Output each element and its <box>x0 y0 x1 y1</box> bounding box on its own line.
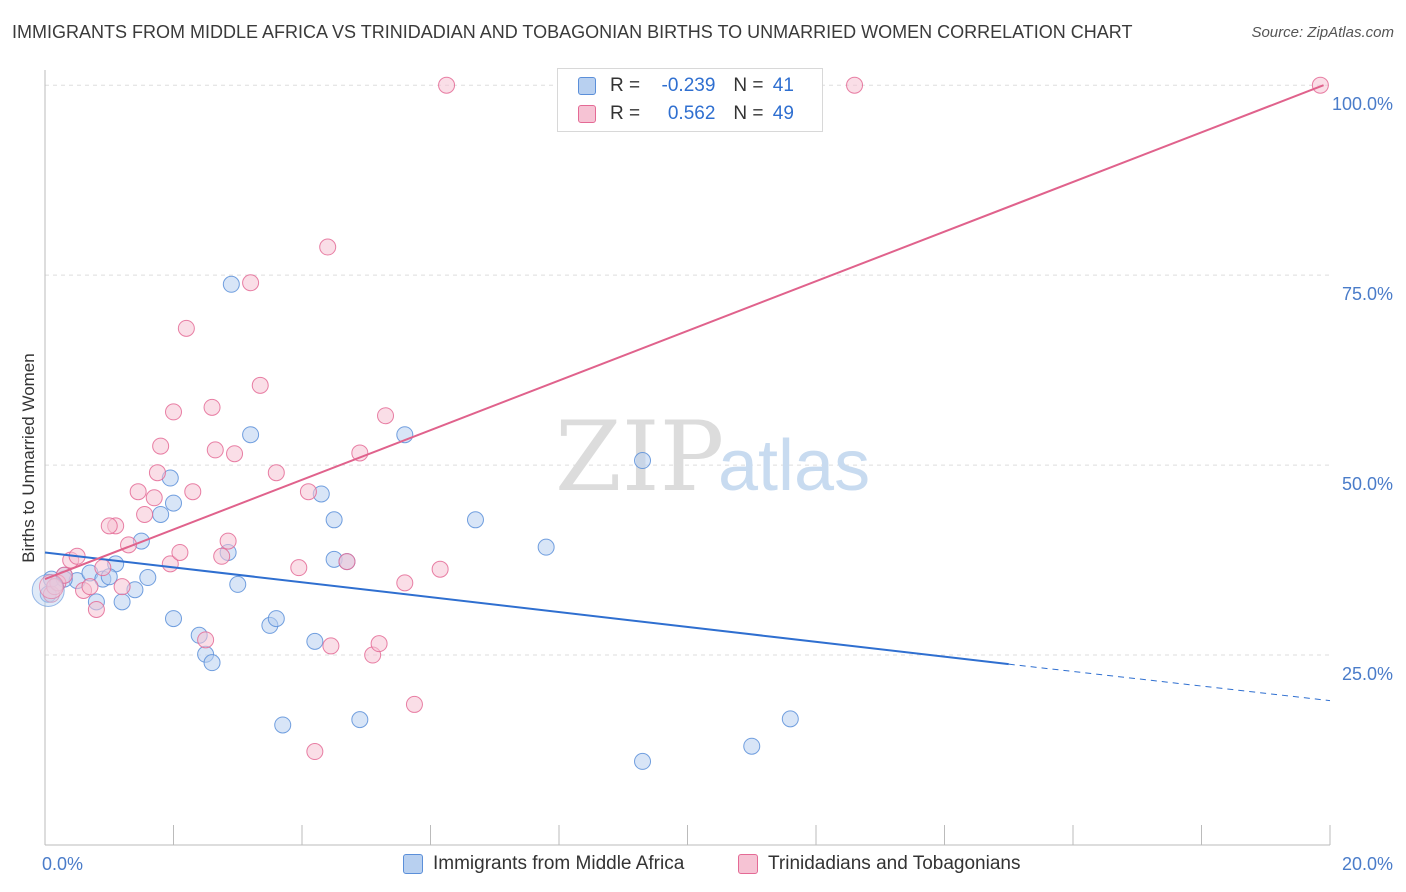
trend-lines <box>44 84 1331 702</box>
blue-data-point <box>274 716 292 734</box>
blue-data-point <box>165 494 182 512</box>
pink-data-point <box>136 505 154 523</box>
watermark: ZIP atlas <box>555 401 870 513</box>
pink-data-point <box>219 532 237 550</box>
pink-data-point <box>1311 76 1329 94</box>
pink-data-point <box>299 483 317 501</box>
n-value: 49 <box>772 103 794 124</box>
r-label: R = <box>610 103 641 124</box>
pink-data-point <box>322 637 340 655</box>
pink-data-point <box>405 695 423 713</box>
series2-label: Trinidadians and Tobagonians <box>768 853 1021 874</box>
bottom-legend-series1: Immigrants from Middle Africa <box>403 850 684 878</box>
r-value: -0.239 <box>661 75 716 96</box>
pink-data-point <box>38 574 64 600</box>
blue-data-point <box>466 511 484 529</box>
blue-data-point <box>743 737 761 755</box>
n-value: 41 <box>772 75 794 96</box>
pink-data-point <box>87 600 105 618</box>
pink-data-point <box>370 635 388 653</box>
blue-data-point <box>222 275 240 293</box>
pink-data-point <box>431 560 449 578</box>
pink-data-point <box>206 441 224 459</box>
n-label: N = <box>733 103 764 124</box>
y-axis-label: Births to Unmarried Women <box>19 353 38 562</box>
pink-data-point <box>165 403 182 421</box>
pink-data-point <box>129 483 147 501</box>
blue-data-point <box>351 711 369 729</box>
pink-data-point <box>81 578 99 596</box>
r-value: 0.562 <box>667 103 716 124</box>
blue-data-point <box>306 632 324 650</box>
y-tick-label: 25.0% <box>1342 664 1393 684</box>
pink-data-point <box>148 464 166 482</box>
pink-data-point <box>846 76 864 94</box>
pink-data-point <box>197 631 215 649</box>
pink-data-point <box>251 376 269 394</box>
blue-data-point <box>634 452 652 470</box>
pink-data-point <box>184 483 202 501</box>
blue-data-point <box>537 538 555 556</box>
blue-trend-line <box>44 551 1009 666</box>
pink-data-point <box>94 559 112 577</box>
blue-data-point <box>781 710 799 728</box>
pink-data-point <box>177 319 195 337</box>
series1-label: Immigrants from Middle Africa <box>433 853 685 874</box>
blue-data-point <box>242 426 260 444</box>
blue-data-point <box>634 752 652 770</box>
y-tick-label: 75.0% <box>1342 284 1393 304</box>
pink-swatch <box>738 854 758 874</box>
pink-data-point <box>267 464 285 482</box>
x-tick-label-min: 0.0% <box>42 854 83 874</box>
blue-data-point <box>325 511 343 529</box>
blue-data-point <box>152 505 170 523</box>
pink-data-point <box>396 574 414 592</box>
blue-data-point <box>229 575 247 593</box>
r-label: R = <box>610 75 641 96</box>
pink-data-point <box>152 437 170 455</box>
blue-data-point <box>165 610 182 628</box>
pink-swatch <box>578 105 596 123</box>
n-label: N = <box>733 75 764 96</box>
legend-row-pink: R = 0.562 N = 49 <box>578 101 794 127</box>
pink-data-point <box>100 517 118 535</box>
blue-trend-extension <box>1008 663 1331 702</box>
pink-data-point <box>377 407 395 425</box>
pink-data-point <box>242 274 260 292</box>
source-label: Source: ZipAtlas.com <box>1251 24 1394 41</box>
pink-data-point <box>226 445 244 463</box>
blue-data-point <box>203 654 221 672</box>
pink-data-point <box>290 559 308 577</box>
stats-legend: R = -0.239 N = 41 R = 0.562 N = 49 <box>557 68 823 132</box>
pink-trend-line <box>44 84 1324 581</box>
y-tick-label: 50.0% <box>1342 474 1393 494</box>
pink-data-point <box>319 238 337 256</box>
blue-data-point <box>267 610 285 628</box>
chart-title: IMMIGRANTS FROM MIDDLE AFRICA VS TRINIDA… <box>12 22 1133 42</box>
tick-labels: 25.0% 50.0% 75.0% 100.0% 0.0% 20.0% <box>42 94 1393 874</box>
pink-data-point <box>338 553 356 571</box>
pink-data-point <box>113 578 131 596</box>
pink-data-point <box>145 489 163 507</box>
pink-data-point <box>351 444 369 462</box>
pink-data-point <box>203 398 221 416</box>
blue-data-point <box>113 593 131 611</box>
grid-lines <box>45 84 1330 656</box>
axes <box>44 70 1331 846</box>
pink-data-point <box>438 76 456 94</box>
pink-data-point <box>171 543 189 561</box>
legend-row-blue: R = -0.239 N = 41 <box>578 73 794 99</box>
blue-swatch <box>578 77 596 95</box>
bottom-legend-series2: Trinidadians and Tobagonians <box>738 850 1020 878</box>
blue-swatch <box>403 854 423 874</box>
pink-data-point <box>213 547 231 565</box>
watermark-atlas: atlas <box>718 426 870 506</box>
x-tick-label-max: 20.0% <box>1342 854 1393 874</box>
pink-data-point <box>306 743 324 761</box>
blue-data-point <box>139 569 157 587</box>
y-tick-label: 100.0% <box>1332 94 1393 114</box>
